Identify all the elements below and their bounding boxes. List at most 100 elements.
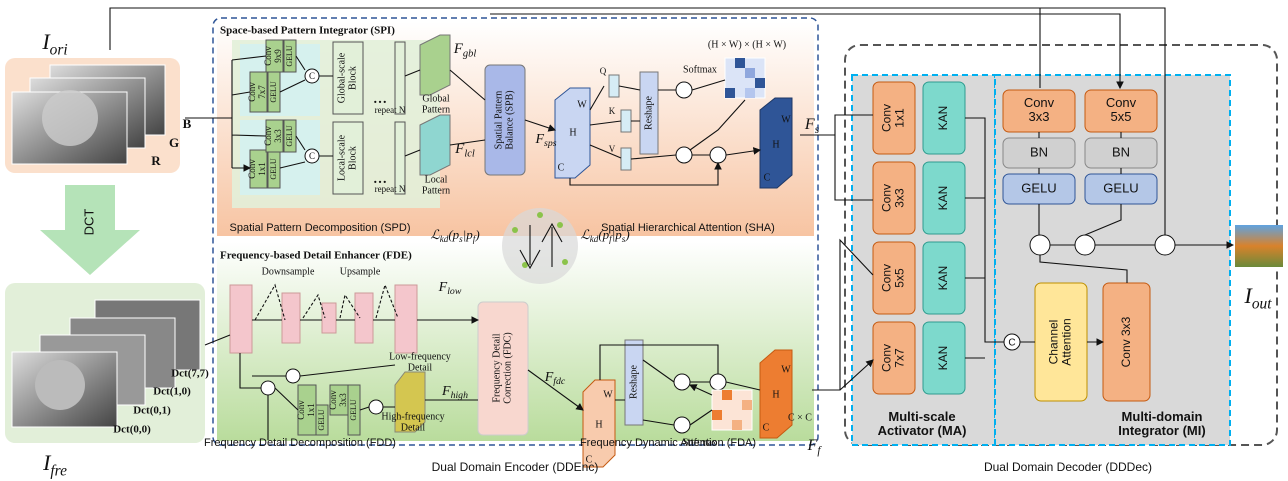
plus xyxy=(710,147,726,163)
label-line: Integrator (MI) xyxy=(1118,424,1205,439)
label-line: Conv xyxy=(247,82,257,102)
multiply xyxy=(676,147,692,163)
label: H xyxy=(772,139,779,150)
global-pattern xyxy=(420,35,450,95)
label-line: High-frequency xyxy=(381,412,444,423)
label-line: Attention xyxy=(1060,318,1074,365)
label-line: Conv xyxy=(328,390,338,410)
label: Dct(1,0) xyxy=(153,386,191,398)
local-pattern xyxy=(420,115,450,175)
label-line: Spatial Pattern xyxy=(494,91,505,150)
symbol: ) xyxy=(624,227,629,242)
label: Iori xyxy=(41,29,67,58)
label: H xyxy=(595,419,602,430)
label: Dual Domain Decoder (DDDec) xyxy=(984,460,1152,474)
label-line: Frequency Detail xyxy=(492,333,503,402)
subscript: f xyxy=(817,444,822,456)
label: C xyxy=(586,454,593,465)
label: C xyxy=(764,172,771,183)
label: C xyxy=(309,71,315,81)
label-line: 1x1 xyxy=(306,403,316,417)
plus xyxy=(1155,235,1175,255)
label: KAN xyxy=(936,186,950,211)
symbol: |p xyxy=(612,227,623,242)
label-line: Block xyxy=(348,66,359,90)
feature xyxy=(395,285,417,353)
label: W xyxy=(781,364,791,375)
label-line: Detail xyxy=(408,363,433,374)
label: repeat N xyxy=(375,184,406,194)
label: BN xyxy=(1030,144,1048,159)
label: DCT xyxy=(81,209,96,236)
feature xyxy=(282,293,300,343)
label: R xyxy=(151,153,161,168)
label: GELU xyxy=(269,81,278,103)
subscript: s xyxy=(815,123,820,135)
label: Spatial PatternBalance (SPB) xyxy=(494,90,516,149)
label: GELU xyxy=(285,45,294,67)
label-line: Global xyxy=(422,94,449,105)
label-line: Conv xyxy=(263,126,273,146)
label-line: Local-scale xyxy=(337,134,348,181)
label-line: Conv xyxy=(1024,95,1055,110)
label-line: Correction (FDC) xyxy=(503,332,514,403)
label-line: 5x5 xyxy=(1111,110,1132,125)
label: W xyxy=(603,389,613,400)
label: Dct(7,7) xyxy=(171,368,209,380)
multiply xyxy=(674,374,690,390)
plus xyxy=(286,369,300,383)
label: GELU xyxy=(1103,180,1138,195)
label: B xyxy=(183,116,192,131)
label-line: Conv xyxy=(263,46,273,66)
label: W xyxy=(577,99,587,110)
label: GELU xyxy=(269,158,278,180)
label: repeat N xyxy=(375,105,406,115)
label-line: Conv xyxy=(880,184,894,212)
label: Frequency DetailCorrection (FDC) xyxy=(492,332,514,403)
label-line: Conv xyxy=(880,104,894,132)
label: BN xyxy=(1112,144,1130,159)
symbol: F xyxy=(438,280,448,295)
label: V xyxy=(609,144,616,154)
symbol: (p xyxy=(598,227,609,242)
multiply xyxy=(261,381,275,395)
layout xyxy=(5,8,1283,467)
feature xyxy=(355,293,373,343)
multiply xyxy=(674,417,690,433)
label-line: Channel xyxy=(1047,320,1061,365)
label-line: Global-scale xyxy=(337,52,348,103)
label-line: 3x3 xyxy=(893,188,907,208)
label-line: Balance (SPB) xyxy=(505,90,516,149)
label: GELU xyxy=(349,399,358,421)
label-line: Block xyxy=(348,146,359,170)
label: Reshape xyxy=(643,96,654,130)
label-line: Multi-scale xyxy=(888,409,955,424)
label-line: Conv xyxy=(247,159,257,179)
block xyxy=(395,42,405,114)
label-line: Conv xyxy=(296,400,306,420)
tree xyxy=(42,90,98,146)
label-line: 1x1 xyxy=(893,108,907,128)
label: W xyxy=(781,114,791,125)
symbol: F xyxy=(534,132,544,147)
label-line: 1x1 xyxy=(257,162,267,176)
label: Multi-domainIntegrator (MI) xyxy=(1118,409,1205,438)
multiply xyxy=(676,82,692,98)
label-line: Conv xyxy=(880,264,894,292)
label-line: Multi-domain xyxy=(1122,409,1203,424)
label-line: Pattern xyxy=(422,186,450,197)
label: Ff xyxy=(807,437,823,457)
label: Downsample xyxy=(262,266,315,277)
kd-circle xyxy=(502,208,578,284)
symbol: F xyxy=(804,116,815,133)
label: Reshape xyxy=(628,365,639,399)
label-line: Pattern xyxy=(422,105,450,116)
tree xyxy=(35,360,85,410)
label: GELU xyxy=(285,125,294,147)
label: Iout xyxy=(1244,283,1273,312)
label: C xyxy=(309,151,315,161)
label: Frequency Dynamic Attention (FDA) xyxy=(580,437,756,449)
subscript: gbl xyxy=(463,49,477,60)
